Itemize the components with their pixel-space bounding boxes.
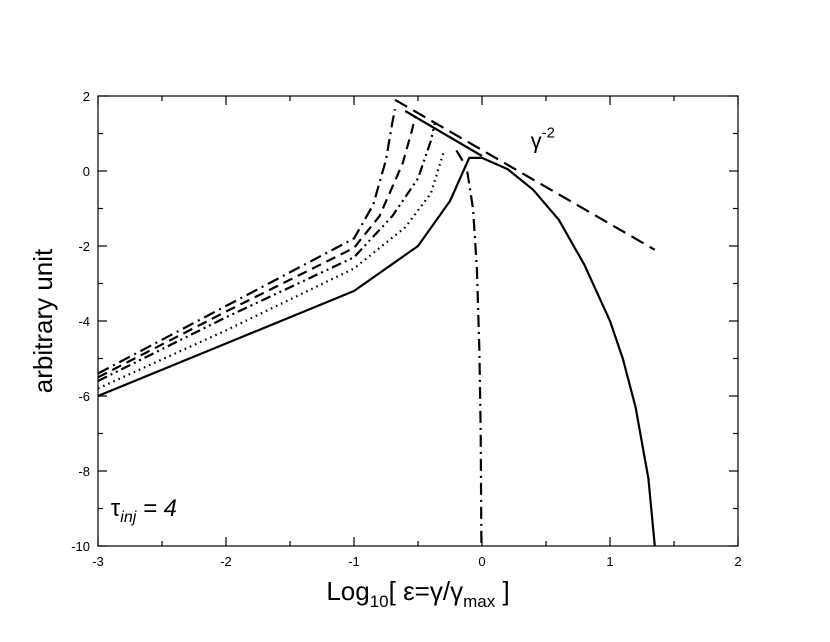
x-tick-label: 1 — [606, 554, 613, 569]
axis-ticks — [97, 95, 739, 547]
series-line-dotted-1 — [98, 151, 445, 390]
power-law-label: γ-2 — [531, 125, 555, 154]
y-tick-label: -8 — [78, 464, 90, 479]
y-tick-label: 2 — [83, 89, 90, 104]
series-line-solid-0 — [98, 156, 656, 546]
plot-frame — [97, 95, 739, 547]
y-tick-label: -2 — [78, 239, 90, 254]
x-axis-title: Log10[ ε=γ/γmax ] — [326, 576, 509, 611]
y-tick-label: -6 — [78, 389, 90, 404]
series-line-long-dash-6 — [394, 98, 656, 251]
y-tick-label: 0 — [83, 164, 90, 179]
series-line-dash-dot-4 — [98, 108, 397, 375]
x-tick-label: 0 — [478, 554, 485, 569]
y-axis-title: arbitrary unit — [28, 248, 58, 393]
series-line-dashed-3 — [98, 116, 417, 379]
y-tick-label: -4 — [78, 314, 90, 329]
series-line-solid-7 — [404, 110, 483, 157]
x-tick-label: 2 — [734, 554, 741, 569]
series-line-dash-dot-dot-2 — [98, 123, 436, 382]
y-tick-label: -10 — [71, 539, 90, 554]
tau-inj-label: τinj = 4 — [111, 495, 177, 526]
x-tick-label: -1 — [348, 554, 360, 569]
x-tick-label: -3 — [92, 554, 104, 569]
curves — [98, 98, 656, 546]
series-line-dash-dot-5 — [455, 149, 483, 546]
x-tick-label: -2 — [220, 554, 232, 569]
tick-labels: -3 -2 -1 0 1 2-10-8-6-4-202 — [71, 89, 741, 569]
